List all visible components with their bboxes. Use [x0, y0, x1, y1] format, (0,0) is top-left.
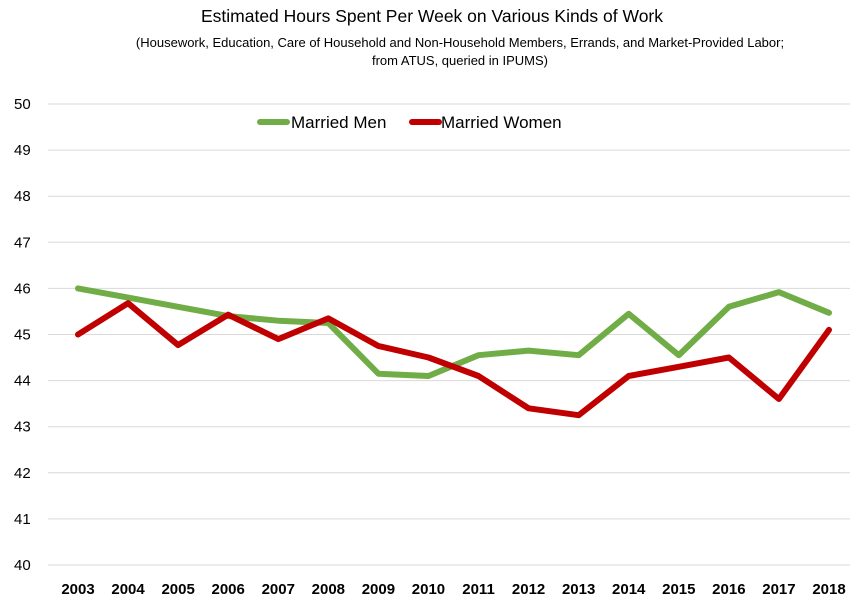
y-tick-label: 45: [14, 327, 31, 344]
y-tick-label: 40: [14, 557, 31, 574]
x-tick-label: 2003: [61, 581, 94, 598]
x-tick-label: 2014: [612, 581, 646, 598]
x-tick-label: 2018: [812, 581, 845, 598]
x-tick-label: 2012: [512, 581, 545, 598]
y-tick-label: 47: [14, 234, 31, 251]
x-tick-label: 2006: [212, 581, 245, 598]
y-tick-label: 46: [14, 280, 31, 297]
series-line-1: [75, 300, 832, 419]
x-tick-label: 2010: [412, 581, 445, 598]
y-tick-label: 41: [14, 511, 31, 528]
y-tick-label: 48: [14, 188, 31, 205]
legend-label: Married Women: [441, 113, 562, 132]
y-tick-label: 43: [14, 419, 31, 436]
x-tick-label: 2004: [111, 581, 145, 598]
y-axis-ticks: 40 41 42 43 44 45 46 47 48 49 50: [14, 96, 31, 574]
y-tick-label: 44: [14, 373, 31, 390]
x-tick-label: 2011: [462, 581, 495, 598]
legend: Married Men Married Women: [257, 113, 562, 132]
x-tick-label: 2017: [762, 581, 795, 598]
series-lines: [75, 285, 832, 419]
x-tick-label: 2007: [262, 581, 295, 598]
x-tick-label: 2008: [312, 581, 345, 598]
x-tick-label: 2015: [662, 581, 695, 598]
chart-subtitle: (Housework, Education, Care of Household…: [135, 35, 785, 68]
gridlines: [48, 103, 850, 566]
y-tick-label: 49: [14, 142, 31, 159]
x-axis-ticks: 2003 2004 2005 2006 2007 2008 2009 2010 2011 2012…: [61, 581, 845, 598]
x-tick-label: 2009: [362, 581, 395, 598]
x-tick-label: 2016: [712, 581, 745, 598]
y-tick-label: 50: [14, 96, 31, 113]
chart-title: Estimated Hours Spent Per Week on Variou…: [200, 6, 663, 26]
x-tick-label: 2013: [562, 581, 595, 598]
x-tick-label: 2005: [161, 581, 194, 598]
y-tick-label: 42: [14, 465, 31, 482]
legend-label: Married Men: [291, 113, 386, 132]
